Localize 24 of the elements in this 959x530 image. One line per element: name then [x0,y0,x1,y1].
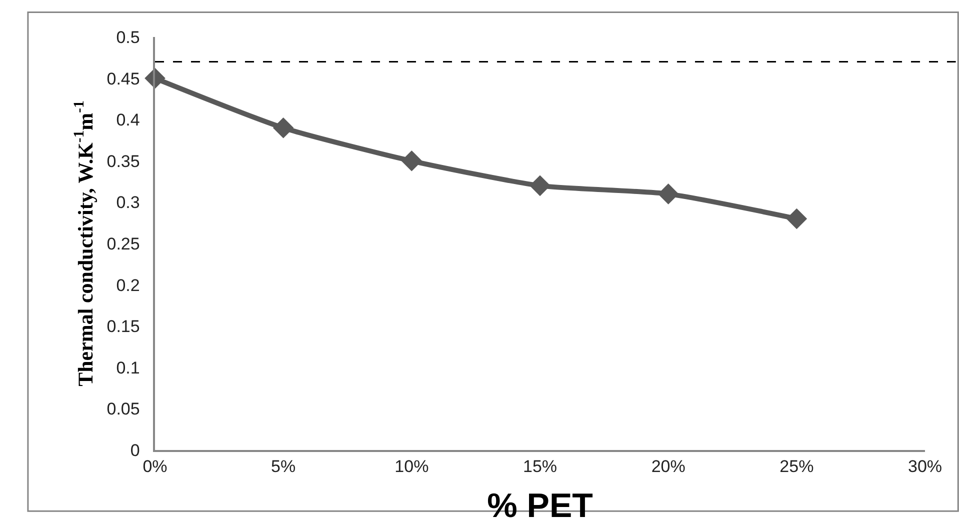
y-tick-label: 0.35 [106,152,140,171]
point [786,208,808,230]
y-tick-label: 0.5 [116,28,140,47]
y-tick-label: 0.05 [106,400,140,419]
x-tick-label: 30% [908,457,942,476]
x-tick-label: 25% [780,457,814,476]
x-tick-label: 10% [394,457,429,476]
x-tick-label: 5% [271,457,296,476]
y-tick-label: 0.1 [116,358,140,378]
point [530,175,550,196]
y-tick-label: 0 [130,440,140,460]
y-tick-label: 0.3 [116,193,140,212]
point [272,117,294,138]
x-axis-title: % PET [487,486,594,525]
y-tick-label: 0.25 [106,234,140,254]
x-tick-label: 15% [522,457,558,476]
x-tick-label: 20% [651,457,686,476]
point [401,150,422,172]
y-tick-label: 0.2 [116,276,140,295]
y-tick-label: 0.45 [106,69,140,88]
point [658,184,679,204]
x-tick-label: 0% [142,457,168,476]
y-tick-label: 0.4 [116,110,140,130]
y-tick-label: 0.15 [106,317,140,336]
